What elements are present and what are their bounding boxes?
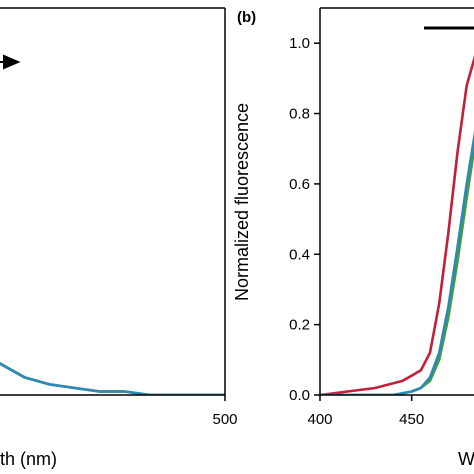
panel-a-arrow-icon <box>0 54 21 70</box>
b-y-tick-label-1: 0.2 <box>289 317 310 334</box>
b-x-tick-label-1: 450 <box>399 411 424 428</box>
a-x-tick-label-1: 500 <box>212 411 237 428</box>
a-series-line-0 <box>0 362 225 395</box>
a-series-line-1 <box>0 361 225 395</box>
b-x-tick-label-0: 400 <box>307 411 332 428</box>
b-y-tick-label-5: 1.0 <box>289 35 310 52</box>
a-axis-frame <box>0 394 225 396</box>
b-series-line-0 <box>320 55 474 395</box>
panel-b-chart: 4004505000.00.20.40.60.81.0 (b) Normaliz… <box>232 7 474 469</box>
b-y-tick-label-4: 0.8 <box>289 106 310 123</box>
panel-b-label: (b) <box>237 9 256 26</box>
panel-a-x-axis-title: th (nm) <box>0 449 57 469</box>
panel-b-y-axis-title: Normalized fluorescence <box>232 103 252 301</box>
b-y-tick-label-0: 0.0 <box>289 387 310 404</box>
panel-b-x-axis-title: W <box>458 449 474 469</box>
b-series-line-2 <box>320 130 474 395</box>
panel-a-chart: 450500 th (nm) <box>0 7 238 469</box>
a-series-line-2 <box>0 362 225 395</box>
b-y-tick-label-3: 0.6 <box>289 176 310 193</box>
b-y-tick-label-2: 0.4 <box>289 246 310 263</box>
